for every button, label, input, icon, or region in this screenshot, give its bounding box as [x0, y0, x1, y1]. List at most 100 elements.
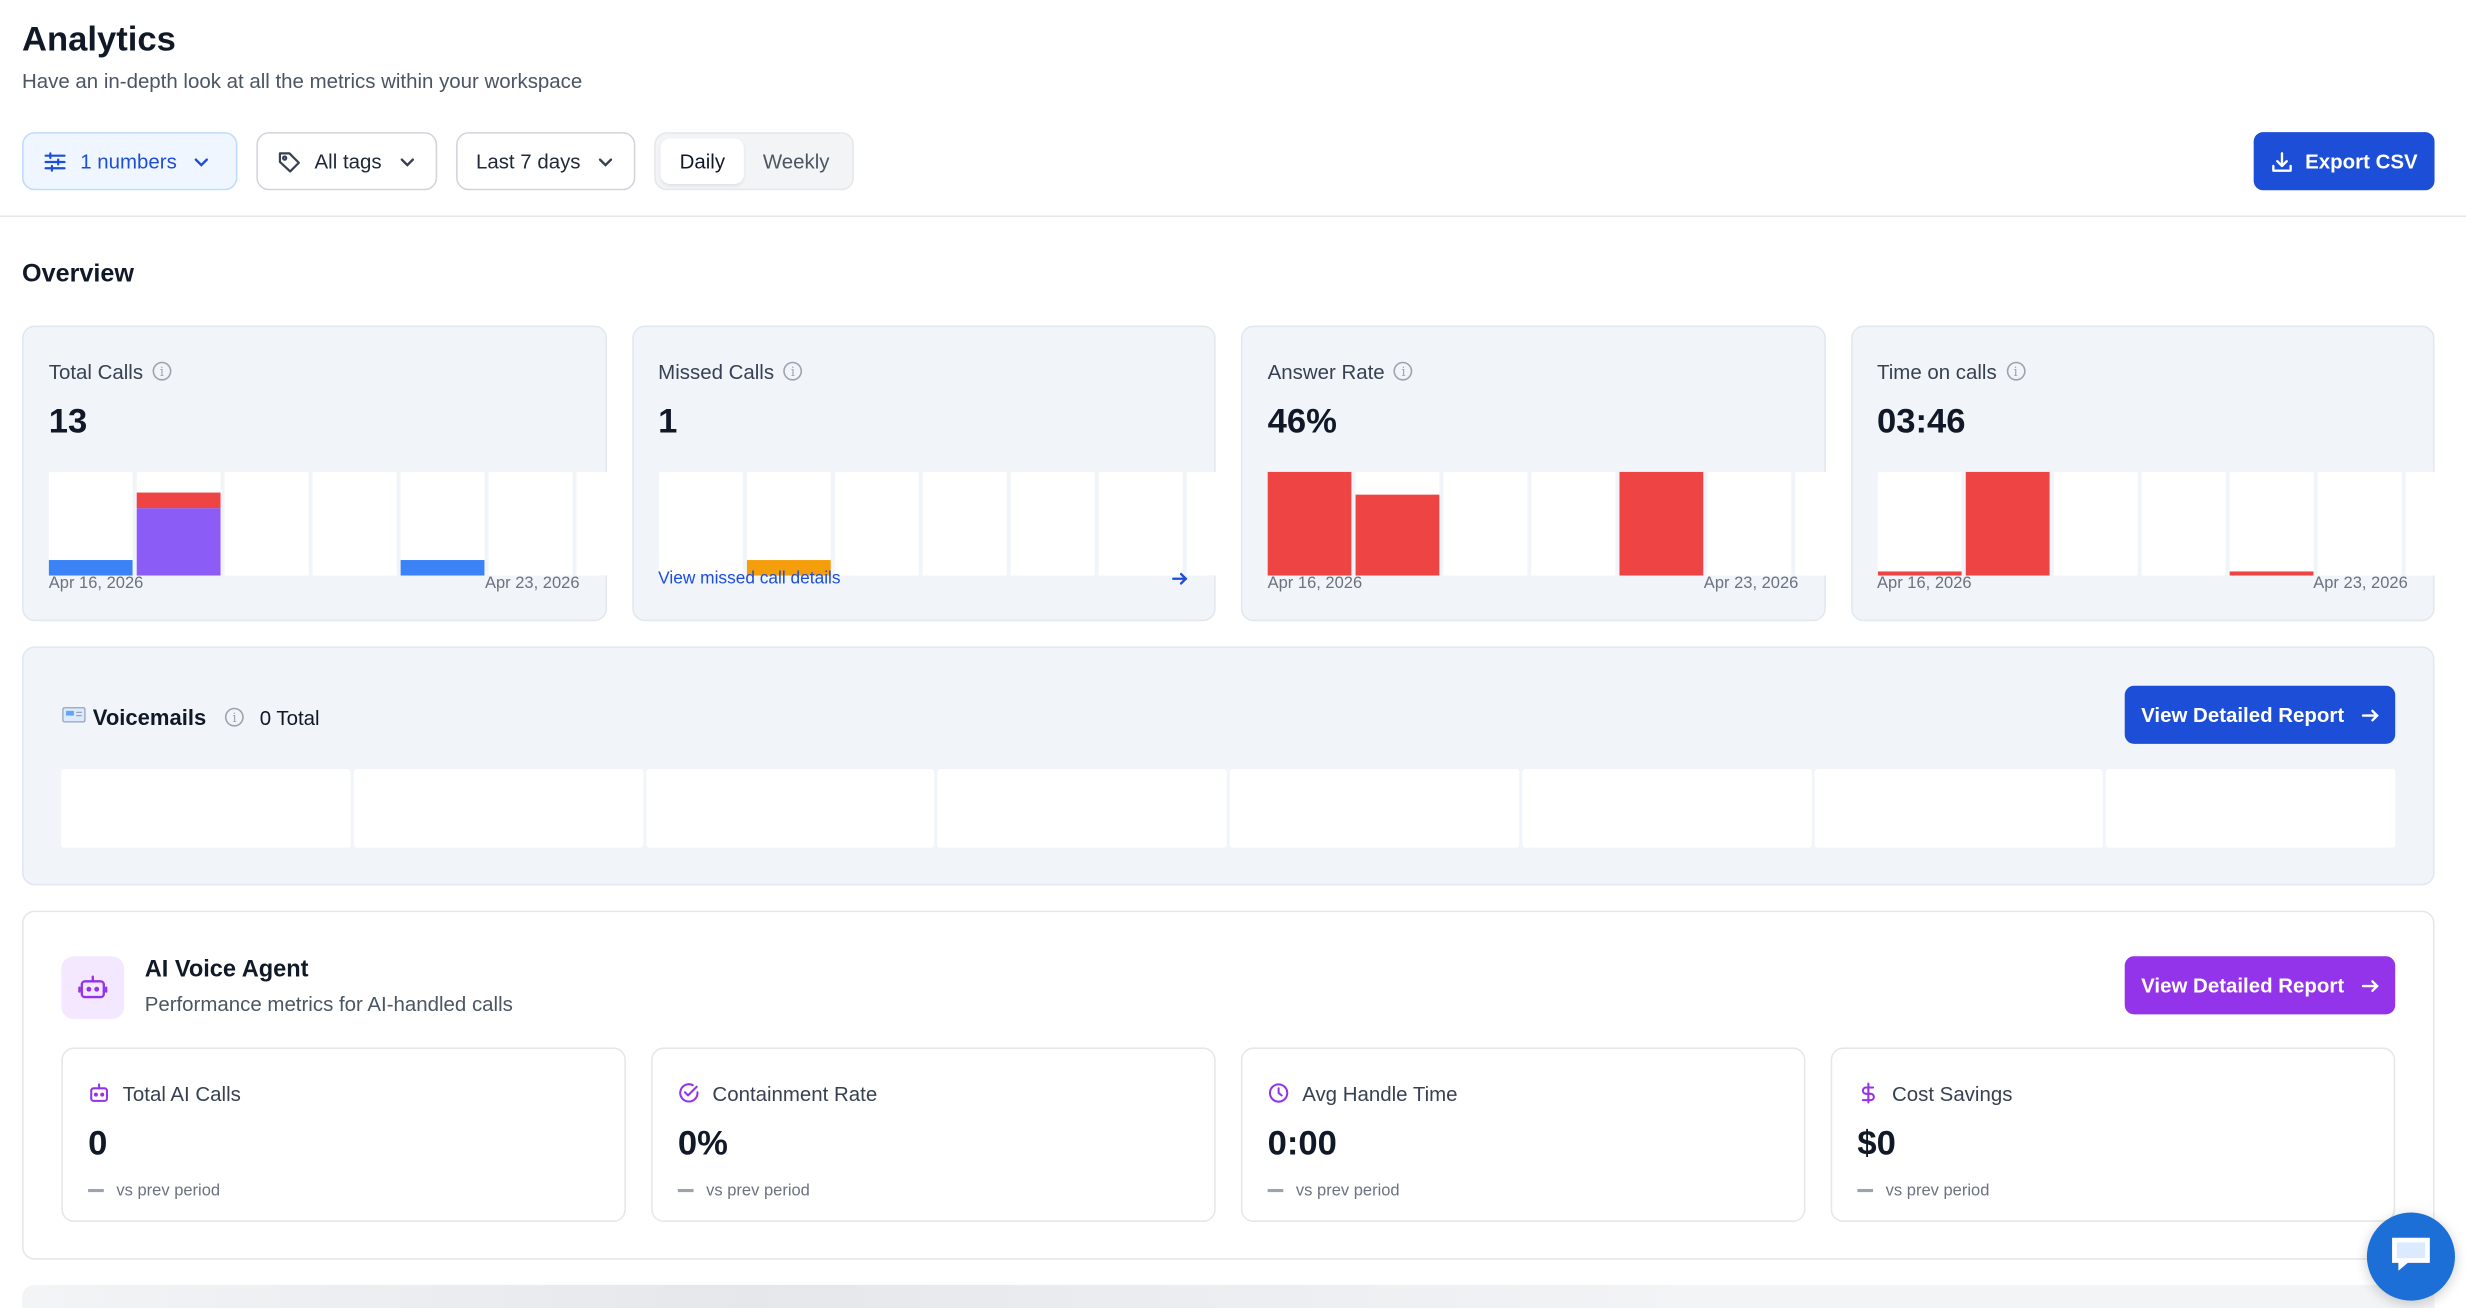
total-ai-calls-card: Total AI Calls 0 vs prev period	[61, 1047, 626, 1222]
bar[interactable]	[1877, 571, 1961, 576]
info-icon[interactable]: i	[2006, 361, 2026, 381]
chart-end-date: Apr 23, 2026	[484, 574, 580, 593]
total-calls-card: Total Calls i 13 Apr 16, 2026 Apr 23, 202…	[22, 325, 749, 622]
card-value: 13	[48, 401, 88, 441]
dollar-icon	[1857, 1082, 1879, 1104]
numbers-filter-button[interactable]: 1 numbers	[22, 132, 238, 191]
granularity-daily[interactable]: Daily	[660, 138, 744, 185]
voicemails-chart	[61, 769, 2396, 848]
tags-filter-button[interactable]: All tags	[256, 132, 437, 191]
sliders-icon	[42, 149, 67, 174]
chart-end-date: Apr 23, 2026	[1703, 574, 1799, 593]
chevron-down-icon	[596, 152, 615, 171]
missed-calls-card: Missed Calls i 1 View missed call details	[631, 325, 1358, 622]
bar[interactable]	[400, 560, 485, 576]
chat-bubble-icon	[2387, 1231, 2434, 1283]
chevron-down-icon	[397, 152, 416, 171]
ai-voice-agent-panel: AI Voice Agent Performance metrics for A…	[22, 910, 2435, 1260]
bar-track	[1098, 471, 1182, 576]
chart-start-date: Apr 16, 2026	[1267, 574, 1363, 593]
chat-widget-button[interactable]	[2366, 1212, 2455, 1301]
voicemail-bar-cell	[1521, 769, 1811, 848]
voicemails-title: Voicemails	[92, 704, 207, 730]
info-icon[interactable]: i	[1394, 361, 1413, 381]
next-section-edge	[22, 1284, 2435, 1308]
ai-agent-report-button[interactable]: View Detailed Report	[2124, 956, 2396, 1015]
bar-track	[488, 471, 573, 576]
overview-title: Overview	[22, 261, 134, 288]
bar[interactable]	[1964, 471, 2049, 576]
page-subtitle: Have an in-depth look at all the metrics…	[22, 69, 583, 93]
tag-icon	[277, 149, 302, 174]
ai-metrics: Total AI Calls 0 vs prev period Containm…	[61, 1047, 2396, 1222]
bar-track	[834, 471, 918, 576]
clock-icon	[1268, 1082, 1290, 1104]
bar-track	[658, 471, 742, 576]
export-csv-button[interactable]: Export CSV	[2253, 132, 2435, 191]
bar-track	[400, 471, 485, 576]
date-range-select[interactable]: Last 7 days	[455, 132, 636, 191]
bar[interactable]	[1619, 471, 1704, 576]
chart-end-date: Apr 23, 2026	[2313, 574, 2408, 593]
trend-dash	[88, 1189, 104, 1192]
time-on-calls-card: Time on calls i 03:46 Apr 16, 2026 Apr 23…	[1850, 325, 2466, 622]
bar[interactable]	[746, 560, 830, 576]
voicemail-bar-cell	[1814, 769, 2104, 848]
voicemail-bar-cell	[353, 769, 643, 848]
voicemails-report-label: View Detailed Report	[2141, 702, 2345, 727]
bar-track	[1443, 471, 1528, 576]
granularity-toggle: Daily Weekly	[654, 132, 855, 191]
export-csv-label: Export CSV	[2305, 149, 2418, 173]
bar[interactable]	[2228, 571, 2313, 576]
info-icon[interactable]: i	[225, 707, 244, 727]
voicemails-report-button[interactable]: View Detailed Report	[2124, 685, 2396, 744]
metric-label: Avg Handle Time	[1302, 1081, 1458, 1105]
avg-handle-time-card: Avg Handle Time 0:00 vs prev period	[1240, 1047, 1806, 1222]
arrow-right-icon	[2360, 705, 2379, 724]
metric-value: 0%	[677, 1122, 728, 1163]
granularity-weekly[interactable]: Weekly	[762, 149, 830, 173]
bar[interactable]	[1355, 494, 1440, 576]
bar-track	[922, 471, 1006, 576]
metric-label: Containment Rate	[712, 1081, 878, 1105]
arrow-right-icon	[2360, 976, 2379, 995]
missed-call-details-link[interactable]: View missed call details	[658, 569, 1189, 593]
date-range-label: Last 7 days	[475, 149, 581, 173]
card-label: Time on calls	[1877, 359, 1997, 383]
metric-trend: vs prev period	[706, 1181, 810, 1200]
answer-rate-card: Answer Rate i 46% Apr 16, 2026 Apr 23, 20…	[1240, 325, 1968, 622]
time-on-calls-chart	[1877, 471, 2466, 576]
ai-agent-report-label: View Detailed Report	[2141, 973, 2345, 998]
card-value: 46%	[1267, 401, 1337, 441]
check-circle-icon	[678, 1082, 700, 1104]
bar[interactable]	[136, 492, 221, 509]
voicemail-bar-cell	[2106, 769, 2396, 848]
overview-cards: Total Calls i 13 Apr 16, 2026 Apr 23, 202…	[22, 325, 2466, 622]
trend-dash	[677, 1189, 694, 1192]
info-icon[interactable]: i	[152, 361, 172, 381]
bar-track	[2228, 471, 2313, 576]
bar[interactable]	[136, 508, 221, 576]
bar-track	[312, 471, 397, 576]
metric-label: Cost Savings	[1891, 1081, 2013, 1105]
bar[interactable]	[48, 560, 133, 576]
bar[interactable]	[1267, 471, 1352, 576]
bar-track	[2052, 471, 2137, 576]
metric-trend: vs prev period	[116, 1181, 221, 1200]
bar-track	[1707, 471, 1792, 576]
voicemail-bar-cell	[645, 769, 935, 848]
trend-dash	[1267, 1189, 1284, 1192]
metric-trend: vs prev period	[1295, 1181, 1400, 1200]
ai-agent-subtitle: Performance metrics for AI-handled calls	[144, 992, 513, 1016]
bar-track	[1531, 471, 1616, 576]
page-title: Analytics	[22, 18, 176, 59]
trend-dash	[1857, 1189, 1874, 1192]
bar-track	[224, 471, 309, 576]
metric-trend: vs prev period	[1885, 1181, 1990, 1200]
chart-start-date: Apr 16, 2026	[1877, 574, 1972, 593]
info-icon[interactable]: i	[783, 361, 803, 381]
voicemails-panel: Voicemails i 0 Total View Detailed Repor…	[22, 646, 2435, 886]
robot-icon	[88, 1082, 110, 1104]
bar-track	[2140, 471, 2225, 576]
ai-agent-title: AI Voice Agent	[144, 956, 309, 983]
